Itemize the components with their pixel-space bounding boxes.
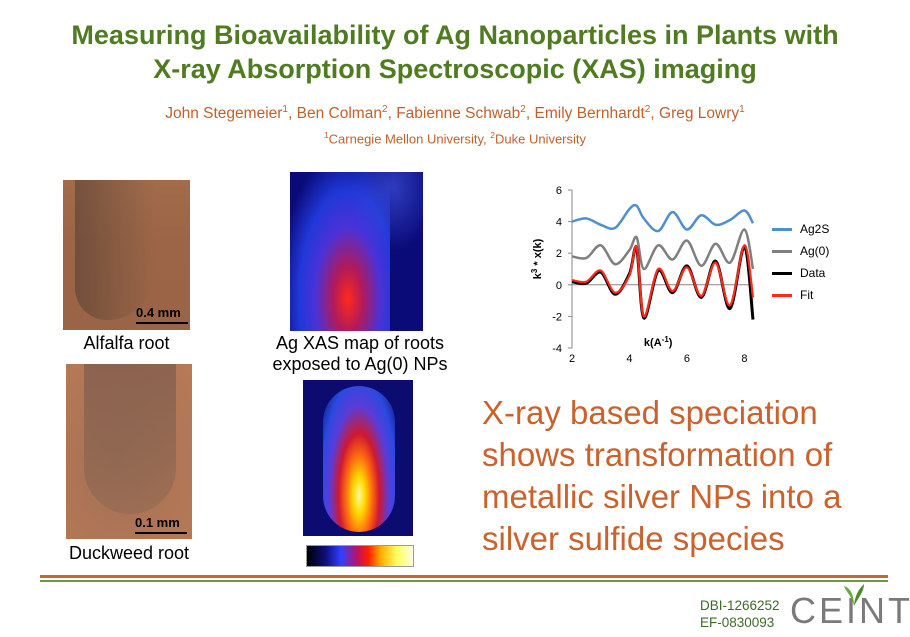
xas-map-alfalfa [290, 172, 423, 331]
x-tick-label: 8 [741, 353, 747, 365]
y-tick-label: 4 [556, 217, 562, 229]
y-axis-label: k3 * x(k) [530, 238, 544, 279]
grant-numbers: DBI-1266252 EF-0830093 [700, 597, 780, 631]
legend-swatch [772, 250, 792, 253]
legend-label: Data [800, 266, 826, 280]
scale-bar-label: 0.1 mm [135, 515, 180, 530]
author-affiliation-mark: 2 [520, 104, 526, 115]
legend-item: Ag2S [772, 222, 830, 236]
divider-line [40, 575, 888, 578]
speciation-statement: X-ray based speciation shows transformat… [482, 394, 842, 557]
author-affiliation-mark: 2 [644, 104, 651, 115]
legend-label: Fit [800, 288, 814, 302]
duckweed-root-photo: 0.1 mm [66, 364, 192, 539]
grant-line-1: DBI-1266252 [700, 598, 780, 613]
chart-axes [571, 190, 753, 348]
scale-bar-label: 0.4 mm [136, 305, 181, 320]
author-name: Greg Lowry1 [659, 104, 745, 123]
exafs-chart: -4 -2 0 2 4 6 2 4 6 8 k(A-1) k3 * x(k) [530, 185, 755, 365]
xas-caption: Ag XAS map of roots exposed to Ag(0) NPs [245, 333, 475, 375]
author-name: Ben Colman2 [296, 104, 388, 123]
x-tick-label: 2 [569, 353, 575, 365]
affiliation-name: Duke University [494, 131, 587, 147]
series-line-fit [571, 244, 755, 318]
grant-line-2: EF-0830093 [700, 615, 775, 630]
affiliation-name: Carnegie Mellon University [328, 131, 484, 147]
author-name: Emily Bernhardt2 [534, 104, 651, 123]
color-scale-bar [306, 545, 414, 567]
xas-background-glow [350, 172, 423, 252]
chart-series [571, 203, 755, 320]
author-affiliation-mark: 2 [381, 104, 388, 115]
title-line-1: Measuring Bioavailability of Ag Nanopart… [71, 20, 839, 50]
root-shape [75, 180, 155, 320]
title-line-2: X-ray Absorption Spectroscopic (XAS) ima… [153, 54, 757, 84]
legend-swatch [772, 272, 792, 275]
author-affiliation-mark: 1 [739, 104, 745, 115]
leaf-icon [844, 584, 864, 606]
divider-line [40, 580, 888, 582]
alfalfa-root-photo: 0.4 mm [63, 180, 190, 330]
legend-label: Ag2S [800, 222, 830, 236]
legend-item: Ag(0) [772, 244, 830, 258]
xas-caption-line-1: Ag XAS map of roots [275, 333, 445, 353]
legend-label: Ag(0) [800, 244, 830, 258]
x-tick-label: 4 [626, 353, 632, 365]
author-name: John Stegemeier1 [165, 104, 289, 123]
author-name: Fabienne Schwab2 [396, 104, 526, 123]
y-tick-label: 2 [556, 248, 562, 260]
series-line-ag2s [571, 203, 755, 233]
x-axis-label: k(A-1) [644, 335, 673, 349]
ceint-logo: CEINT [790, 590, 910, 631]
legend-item: Data [772, 266, 826, 280]
chart-legend: Ag2S Ag(0) Data Fit [772, 222, 890, 312]
legend-swatch [772, 228, 792, 231]
y-tick-label: 0 [556, 280, 562, 292]
y-tick-label: -4 [552, 343, 562, 355]
alfalfa-caption: Alfalfa root [83, 333, 170, 353]
affiliation-mark: 1 [323, 130, 329, 140]
duckweed-caption: Duckweed root [68, 543, 190, 563]
x-tick-label: 6 [684, 353, 690, 365]
affiliation-list: 1Carnegie Mellon University, 2Duke Unive… [323, 130, 587, 147]
series-line-ag0 [571, 228, 755, 271]
y-tick-label: -2 [552, 311, 562, 323]
xas-root-signal [323, 386, 395, 532]
author-list: John Stegemeier1, Ben Colman2, Fabienne … [165, 104, 745, 123]
author-affiliation-mark: 1 [282, 104, 289, 115]
xas-map-duckweed [303, 380, 413, 536]
poster-title: Measuring Bioavailability of Ag Nanopart… [0, 18, 910, 86]
legend-swatch [772, 294, 792, 297]
affiliation-mark: 2 [490, 130, 495, 140]
scale-bar [136, 322, 188, 324]
chart-ticks: -4 -2 0 2 4 6 2 4 6 8 [552, 185, 747, 365]
scale-bar [135, 532, 187, 534]
root-shape [84, 364, 176, 514]
xas-caption-line-2: exposed to Ag(0) NPs [272, 354, 448, 374]
y-tick-label: 6 [556, 185, 562, 197]
legend-item: Fit [772, 288, 814, 302]
